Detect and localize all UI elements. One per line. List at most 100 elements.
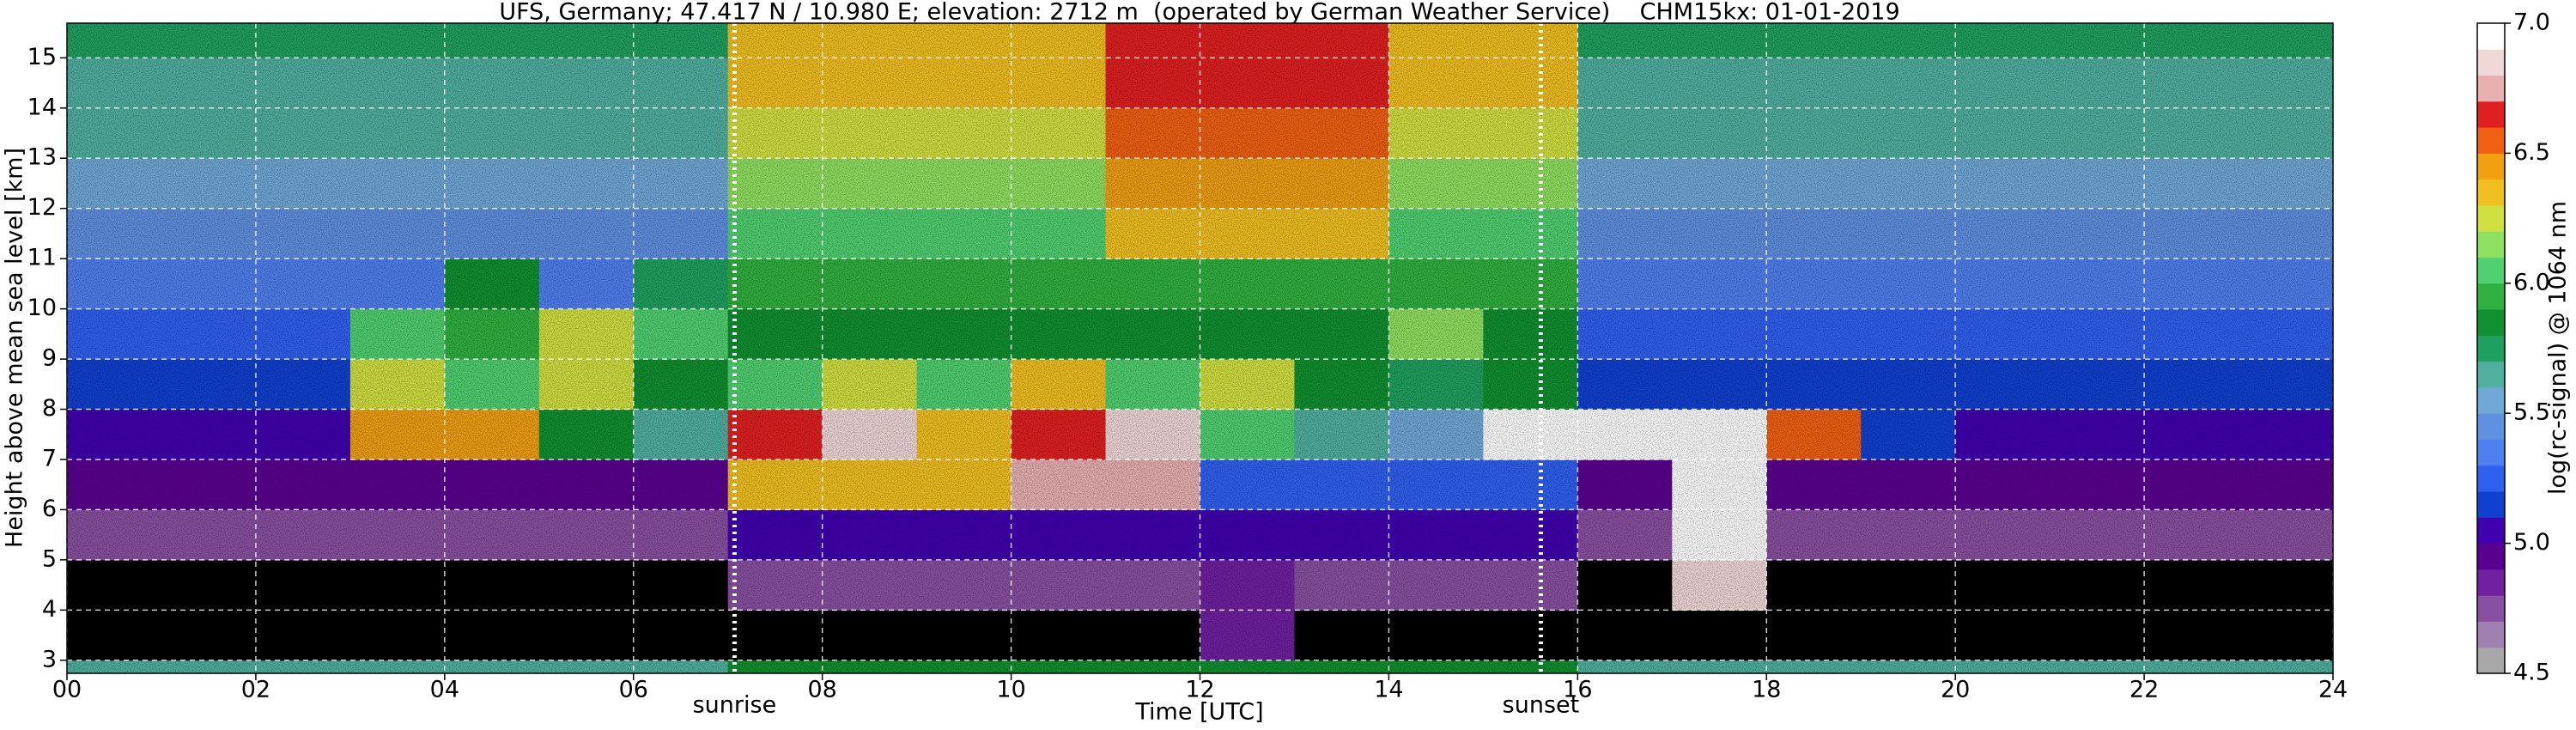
- x-tick-label: 20: [1941, 677, 1970, 703]
- heatmap-cell: [1672, 308, 1767, 360]
- x-tick-label: 14: [1374, 677, 1403, 703]
- heatmap-cell: [2239, 459, 2334, 510]
- heatmap-cell: [2144, 58, 2239, 109]
- heatmap-cell: [916, 107, 1012, 159]
- heatmap-cell: [1388, 459, 1484, 510]
- heatmap-cell: [1672, 23, 1767, 58]
- heatmap-cell: [2050, 58, 2145, 109]
- heatmap-cell: [1577, 58, 1673, 109]
- heatmap-cell: [1672, 58, 1767, 109]
- heatmap-cell: [349, 107, 446, 159]
- heatmap-cell: [1483, 359, 1578, 411]
- x-tick-label: 16: [1563, 677, 1592, 703]
- heatmap-cell: [822, 509, 918, 561]
- heatmap-cell: [1483, 660, 1578, 674]
- heatmap-cell: [161, 107, 257, 159]
- heatmap-cell: [727, 23, 823, 58]
- heatmap-cell: [538, 409, 635, 460]
- colorbar-swatch: [2477, 179, 2505, 206]
- heatmap-cell: [67, 158, 162, 210]
- colorbar-swatch: [2477, 543, 2505, 570]
- heatmap-cell: [1861, 559, 1956, 611]
- heatmap-cell: [1766, 559, 1862, 611]
- heatmap-cell: [1388, 359, 1484, 411]
- heatmap-cell: [444, 58, 540, 109]
- heatmap-cell: [1861, 509, 1956, 561]
- heatmap-cell: [349, 359, 446, 411]
- heatmap-cell: [2144, 107, 2239, 159]
- heatmap-cell: [633, 259, 729, 310]
- heatmap-cell: [349, 58, 446, 109]
- heatmap-cell: [2050, 559, 2145, 611]
- heatmap-cell: [1294, 308, 1389, 360]
- heatmap-cell: [538, 610, 635, 661]
- heatmap-cell: [1861, 107, 1956, 159]
- heatmap-cell: [255, 259, 351, 310]
- y-tick-label: 14: [27, 94, 57, 120]
- heatmap-cell: [1105, 208, 1200, 259]
- colorbar-swatch: [2477, 100, 2505, 128]
- y-tick-label: 3: [42, 646, 57, 672]
- heatmap-cell: [822, 409, 918, 460]
- heatmap-cell: [1483, 308, 1578, 360]
- heatmap-cell: [1483, 259, 1578, 310]
- heatmap-cell: [255, 610, 351, 661]
- heatmap-cell: [161, 58, 257, 109]
- heatmap-cell: [349, 308, 446, 360]
- heatmap-cell: [2144, 158, 2239, 210]
- heatmap-cell: [1577, 509, 1673, 561]
- heatmap-cell: [1483, 23, 1578, 58]
- x-tick-label: 02: [241, 677, 270, 703]
- heatmap-cell: [444, 308, 540, 360]
- heatmap-cell: [1105, 359, 1200, 411]
- heatmap-cell: [2239, 158, 2334, 210]
- heatmap-cell: [67, 359, 162, 411]
- heatmap-cell: [2144, 208, 2239, 259]
- heatmap-cell: [2239, 308, 2334, 360]
- heatmap-cell: [2144, 23, 2239, 58]
- x-tick-label: 04: [430, 677, 459, 703]
- heatmap-cell: [2050, 208, 2145, 259]
- heatmap-cell: [161, 660, 257, 674]
- heatmap-cell: [633, 107, 729, 159]
- heatmap-cell: [1294, 660, 1389, 674]
- heatmap-cell: [1483, 610, 1578, 661]
- colorbar-swatch: [2477, 491, 2505, 518]
- heatmap-cell: [1388, 259, 1484, 310]
- heatmap-cell: [444, 409, 540, 460]
- heatmap-cell: [1483, 459, 1578, 510]
- heatmap-cell: [255, 459, 351, 510]
- heatmap-cell: [538, 359, 635, 411]
- heatmap-cell: [1011, 409, 1107, 460]
- heatmap-cell: [1955, 509, 2050, 561]
- heatmap-cell: [822, 208, 918, 259]
- colorbar-tick-label: 5.0: [2513, 529, 2550, 556]
- heatmap-cell: [1483, 58, 1578, 109]
- colorbar-swatch: [2477, 231, 2505, 259]
- heatmap-cell: [1105, 308, 1200, 360]
- heatmap-cell: [67, 58, 162, 109]
- heatmap-cell: [1105, 660, 1200, 674]
- heatmap-cell: [1294, 58, 1389, 109]
- x-tick-label: 22: [2129, 677, 2159, 703]
- heatmap-cell: [2239, 409, 2334, 460]
- heatmap-cell: [1861, 208, 1956, 259]
- heatmap-cell: [67, 459, 162, 510]
- heatmap-cell: [444, 610, 540, 661]
- heatmap-cell: [633, 359, 729, 411]
- heatmap-cell: [161, 459, 257, 510]
- heatmap-cell: [916, 409, 1012, 460]
- heatmap-cell: [67, 23, 162, 58]
- heatmap-cell: [2050, 259, 2145, 310]
- heatmap-cell: [822, 459, 918, 510]
- heatmap-cell: [538, 158, 635, 210]
- heatmap-cell: [1105, 158, 1200, 210]
- heatmap-cell: [1483, 509, 1578, 561]
- heatmap-cell: [2050, 509, 2145, 561]
- heatmap-cell: [1105, 509, 1200, 561]
- heatmap-cell: [1955, 559, 2050, 611]
- heatmap-cell: [2050, 359, 2145, 411]
- chart-title: UFS, Germany; 47.417 N / 10.980 E; eleva…: [499, 0, 1899, 26]
- heatmap-cell: [349, 259, 446, 310]
- heatmap-cell: [67, 409, 162, 460]
